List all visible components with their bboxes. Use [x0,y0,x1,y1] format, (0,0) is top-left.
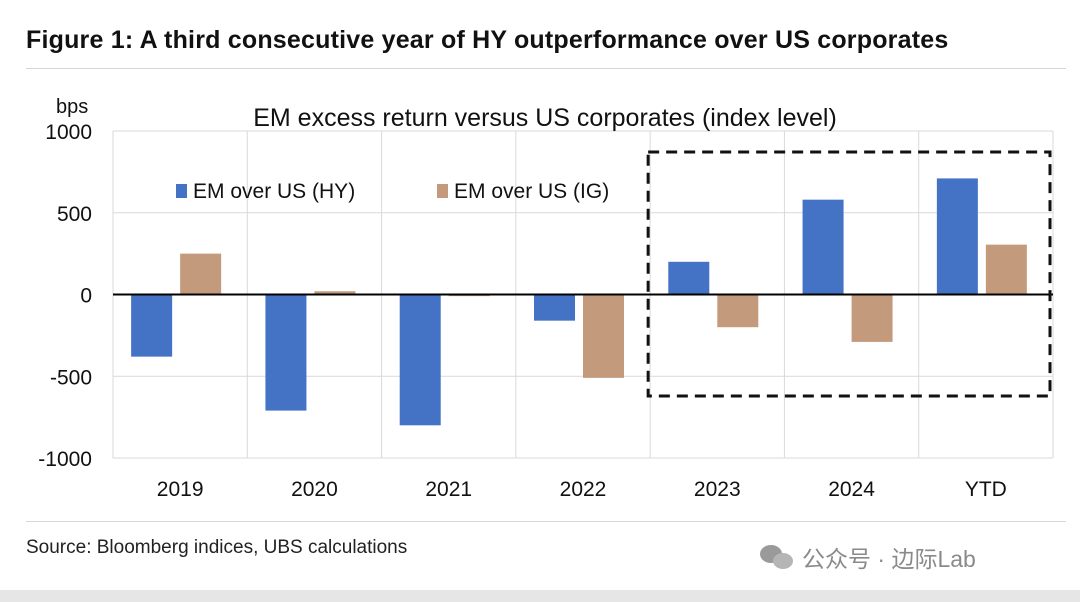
legend-label-hy: EM over US (HY) [193,180,355,203]
figure-title: Figure 1: A third consecutive year of HY… [26,26,949,54]
wechat-icon [760,543,794,571]
y-axis-label: bps [56,96,88,118]
legend-label-ig: EM over US (IG) [454,180,609,203]
x-tick-label: 2022 [560,478,607,501]
bar-ig-2022 [583,294,624,378]
bar-hy-2019 [131,294,173,357]
bar-hy-2021 [399,294,441,426]
bar-hy-ytd [936,178,978,295]
bottom-strip [0,590,1080,602]
x-tick-label: YTD [965,478,1007,501]
y-tick-label: 1000 [45,121,92,144]
y-tick-label: 0 [80,285,92,308]
y-tick-label: 500 [57,203,92,226]
bar-ig-2020 [314,291,356,295]
source-note: Source: Bloomberg indices, UBS calculati… [26,537,408,558]
legend-swatch-ig [437,184,448,198]
bottom-divider [26,521,1066,522]
bar-hy-2020 [265,294,307,411]
bar-ig-ytd [985,244,1027,295]
x-tick-label: 2023 [694,478,741,501]
chart-canvas: 1000 500 0 -500 -1000 2019 2020 2021 2022 2023 202… [38,96,1054,501]
watermark: 公众号 · 边际Lab [760,540,976,574]
x-tick-label: 2020 [291,478,338,501]
chart-title: EM excess return versus US corporates (i… [253,104,837,132]
bar-ig-2019 [180,253,222,295]
legend-swatch-hy [176,184,187,198]
bar-chart: 1000 500 0 -500 -1000 2019 2020 2021 2022 2023 202… [0,80,1080,520]
x-tick-label: 2019 [157,478,204,501]
top-divider [26,68,1066,69]
bar-hy-2024 [802,199,844,295]
bar-ig-2024 [851,294,893,342]
highlight-dashed-box [646,150,1052,398]
bar-hy-2022 [534,294,575,321]
watermark-text: 公众号 · 边际Lab [802,546,976,572]
x-tick-label: 2021 [425,478,472,501]
bar-ig-2023 [717,294,759,328]
bar-hy-2023 [668,261,710,295]
x-tick-label: 2024 [828,478,875,501]
y-tick-label: -500 [50,366,92,389]
y-tick-label: -1000 [38,448,92,471]
